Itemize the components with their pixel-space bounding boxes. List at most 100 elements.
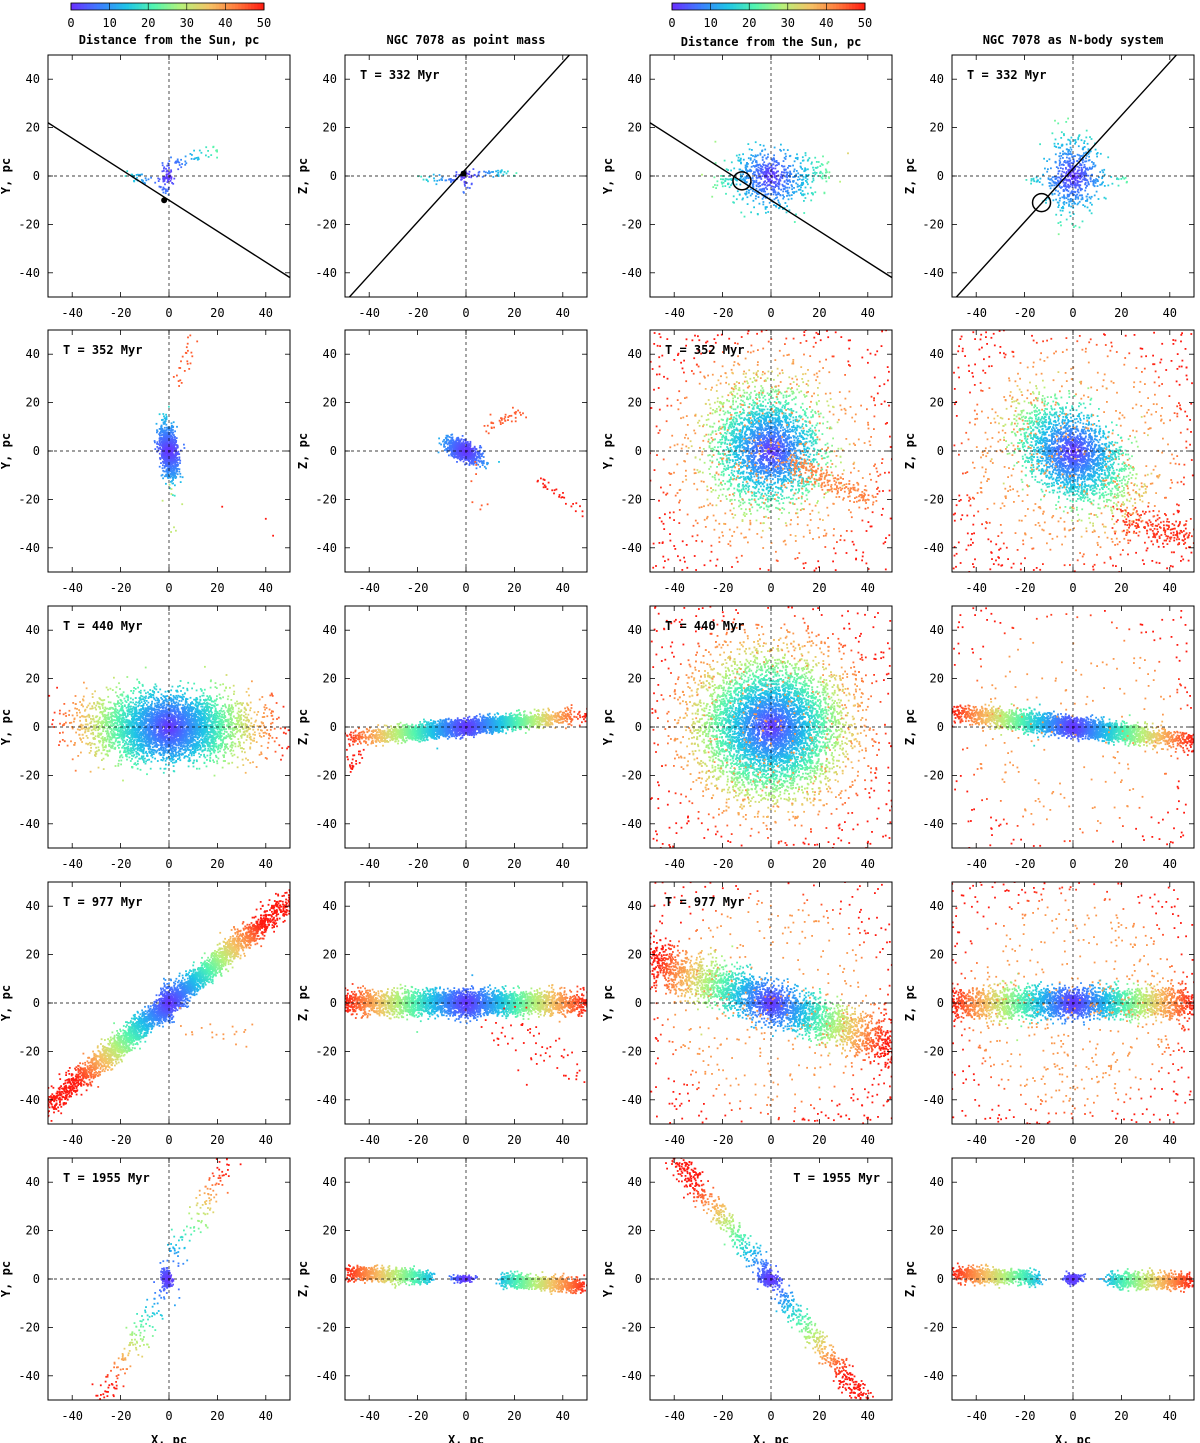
data-point — [470, 461, 472, 464]
data-point — [745, 167, 747, 170]
data-point — [469, 451, 472, 454]
data-point — [166, 463, 169, 466]
data-point — [791, 444, 794, 447]
data-point — [163, 187, 166, 190]
data-point — [168, 449, 171, 451]
data-point — [736, 428, 739, 431]
data-point — [1078, 186, 1081, 189]
data-point — [462, 448, 465, 450]
time-label: T = 332 Myr — [360, 68, 439, 82]
data-point — [824, 177, 827, 179]
data-point — [754, 434, 756, 437]
colorbar-segment — [675, 3, 679, 10]
data-point — [765, 170, 768, 172]
data-point — [717, 441, 719, 444]
data-point — [774, 417, 776, 420]
data-point — [789, 176, 791, 178]
data-point — [1081, 194, 1083, 197]
y-tick-label: 0 — [330, 169, 337, 183]
colorbar-segment — [781, 3, 786, 10]
data-point — [751, 456, 753, 458]
data-point — [1076, 165, 1079, 168]
data-point — [460, 438, 463, 441]
data-point — [766, 178, 769, 180]
data-point — [843, 469, 845, 472]
data-point — [708, 454, 711, 456]
data-point — [168, 455, 171, 458]
data-point — [158, 413, 161, 416]
data-point — [760, 392, 763, 395]
data-point — [448, 178, 450, 181]
colorbar-segment — [707, 3, 712, 10]
data-point — [746, 447, 748, 450]
x-tick-label: 0 — [462, 306, 469, 320]
data-point — [812, 414, 814, 416]
data-point — [721, 365, 724, 368]
data-point — [792, 180, 795, 182]
data-point — [821, 468, 824, 471]
data-point — [451, 179, 454, 181]
data-point — [752, 425, 754, 428]
data-point — [755, 519, 758, 522]
data-point — [1053, 184, 1056, 187]
colorbar-segment — [193, 3, 197, 10]
data-point — [493, 426, 495, 429]
data-point — [776, 170, 778, 173]
data-point — [453, 179, 456, 181]
data-point — [790, 472, 792, 475]
data-point — [1101, 177, 1103, 180]
data-point — [466, 444, 468, 447]
data-point — [777, 162, 780, 165]
data-point — [819, 165, 822, 167]
data-point — [1084, 170, 1086, 173]
colorbar-segment — [816, 3, 821, 10]
data-point — [757, 476, 760, 479]
data-point — [167, 477, 170, 479]
data-point — [452, 452, 455, 455]
data-point — [164, 431, 167, 434]
data-point — [490, 422, 493, 424]
data-point — [1082, 148, 1084, 151]
data-point — [170, 429, 173, 431]
data-point — [773, 482, 776, 485]
data-point — [172, 453, 175, 456]
data-point — [732, 394, 734, 397]
data-point — [725, 432, 728, 435]
data-point — [752, 453, 755, 456]
data-point — [177, 380, 180, 382]
data-point — [736, 439, 738, 442]
data-point — [165, 426, 168, 429]
data-point — [170, 447, 173, 450]
data-point — [469, 457, 472, 459]
data-point — [1081, 170, 1083, 173]
data-point — [779, 410, 781, 412]
data-point — [768, 498, 770, 501]
data-point — [746, 162, 748, 164]
data-point — [773, 190, 776, 192]
data-point — [450, 453, 452, 455]
data-point — [732, 401, 734, 403]
data-point — [740, 211, 743, 214]
data-point — [458, 442, 461, 445]
data-point — [570, 505, 573, 508]
data-point — [168, 458, 171, 461]
data-point — [455, 453, 458, 456]
data-point — [486, 503, 489, 506]
data-point — [167, 443, 170, 446]
data-point — [807, 158, 810, 161]
data-point — [687, 447, 690, 449]
data-point — [1069, 181, 1072, 184]
colorbar-segment — [161, 3, 165, 10]
data-point — [786, 387, 789, 390]
data-point — [745, 163, 748, 166]
data-point — [808, 490, 811, 493]
data-point — [785, 447, 788, 450]
data-point — [158, 437, 161, 440]
data-point — [771, 168, 773, 171]
data-point — [1044, 167, 1046, 170]
data-point — [440, 178, 443, 180]
data-point — [472, 463, 475, 466]
data-point — [172, 458, 175, 461]
data-point — [1104, 197, 1107, 200]
data-point — [1078, 134, 1081, 136]
